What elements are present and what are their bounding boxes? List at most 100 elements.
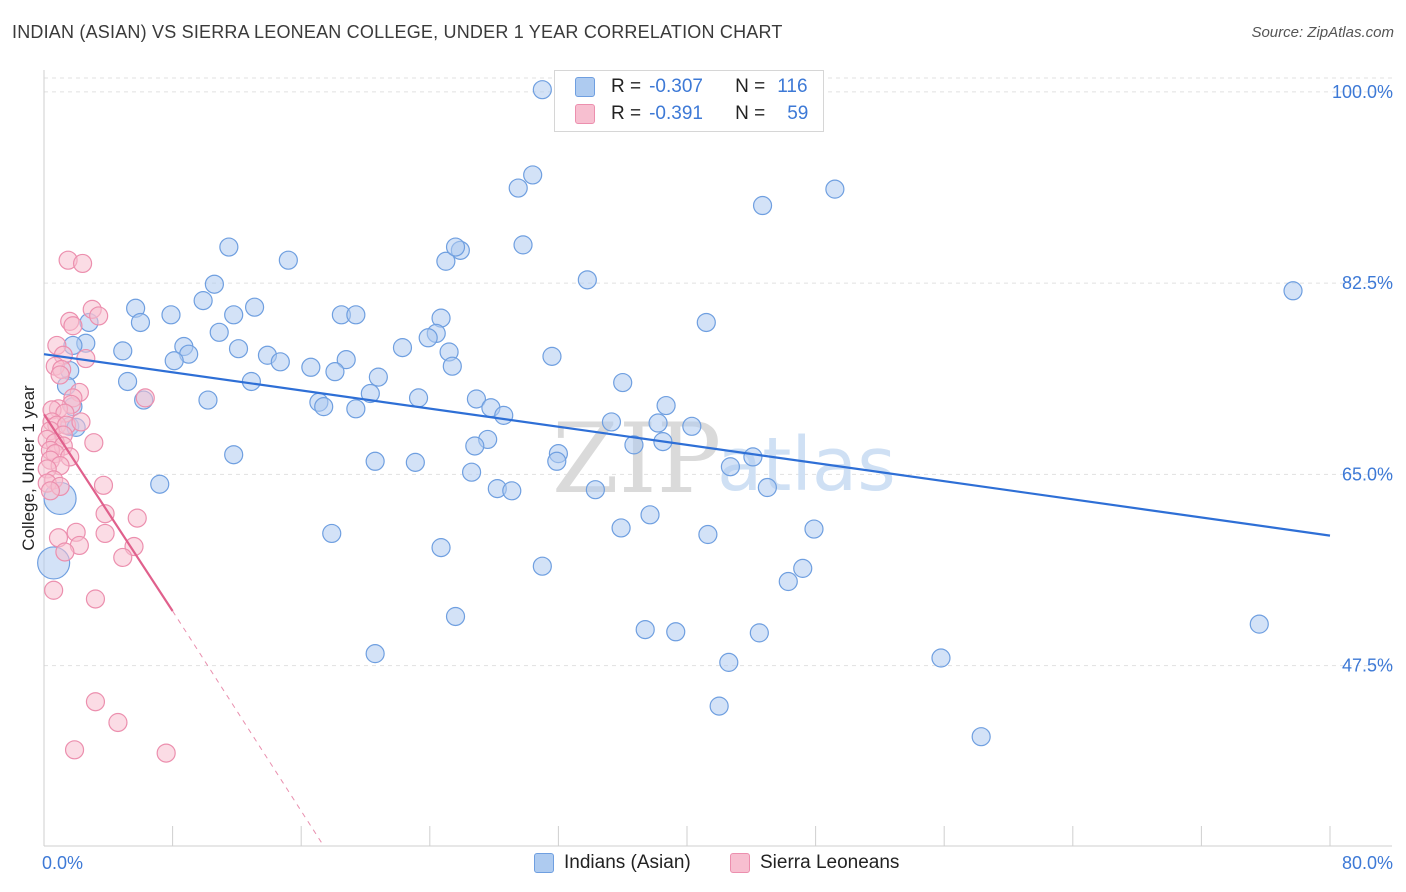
legend-r-value: -0.307	[649, 76, 703, 97]
data-point	[365, 451, 385, 471]
data-point	[743, 447, 763, 467]
source-label: Source: ZipAtlas.com	[1251, 24, 1394, 41]
data-point	[89, 306, 109, 326]
y-tick-label: 100.0%	[1332, 82, 1393, 102]
data-point	[71, 412, 91, 432]
data-point	[85, 692, 106, 712]
data-point	[161, 305, 181, 325]
legend-row-indians: R = -0.307 N = 116	[575, 74, 808, 100]
data-point	[466, 389, 487, 409]
data-point	[113, 547, 133, 568]
y-axis-label: College, Under 1 year	[19, 385, 38, 551]
data-point	[793, 558, 813, 578]
legend-n-label: N =	[735, 76, 766, 97]
watermark-atlas: atlas	[717, 422, 896, 508]
trend-lines	[43, 353, 1331, 847]
data-point	[666, 622, 686, 642]
data-point	[244, 297, 265, 317]
data-point	[577, 270, 597, 290]
data-point	[224, 305, 244, 325]
data-point	[301, 357, 321, 377]
data-point	[224, 445, 244, 465]
data-point	[656, 395, 676, 416]
data-point	[640, 505, 660, 525]
data-point	[931, 648, 951, 668]
data-point	[696, 312, 716, 333]
data-point	[156, 743, 176, 763]
data-point	[682, 416, 702, 436]
data-point	[150, 474, 170, 494]
data-point	[494, 405, 514, 425]
data-point	[508, 178, 528, 198]
data-point	[346, 305, 366, 325]
data-point	[547, 451, 567, 471]
data-point	[63, 316, 83, 336]
bottom-legend-sierra: Sierra Leoneans	[730, 852, 899, 874]
data-point	[84, 433, 104, 453]
data-point	[209, 322, 229, 342]
data-point	[635, 619, 655, 640]
data-point	[113, 341, 133, 361]
data-point	[50, 365, 70, 385]
data-point	[611, 518, 631, 538]
data-point	[365, 644, 385, 664]
legend-r-value: -0.391	[649, 103, 703, 124]
data-point	[709, 696, 729, 716]
data-point	[198, 390, 218, 410]
data-point	[825, 179, 845, 199]
legend-r-label: R =	[611, 103, 642, 124]
data-point	[720, 457, 741, 477]
legend-swatch-pink	[575, 104, 595, 124]
data-point	[346, 399, 366, 419]
data-point	[698, 524, 718, 545]
data-point	[44, 580, 64, 600]
data-point	[465, 436, 485, 456]
data-point	[585, 480, 605, 500]
legend-n-value: 59	[787, 103, 809, 124]
data-point	[752, 195, 773, 216]
data-point	[108, 712, 128, 733]
data-point	[193, 291, 213, 311]
y-tick-label: 47.5%	[1342, 656, 1393, 676]
bottom-legend-indians: Indians (Asian)	[534, 852, 691, 874]
legend-r-label: R =	[611, 76, 642, 97]
data-point	[270, 352, 290, 372]
bottom-legend-label-blue: Indians (Asian)	[564, 852, 691, 873]
data-point	[719, 652, 739, 672]
legend-row-sierra: R = -0.391 N = 59	[575, 101, 808, 127]
data-point	[804, 519, 824, 539]
chart-title: INDIAN (ASIAN) VS SIERRA LEONEAN COLLEGE…	[12, 22, 783, 42]
legend-box: R = -0.307 N = 116 R = -0.391 N = 59	[554, 70, 824, 132]
trend-line-sierra-extension	[172, 610, 325, 847]
data-point	[336, 350, 356, 370]
data-point	[368, 367, 388, 387]
data-point	[1249, 614, 1269, 634]
data-point	[601, 412, 622, 432]
data-point	[117, 371, 138, 392]
y-tick-label: 82.5%	[1342, 273, 1393, 293]
series-sierra-leoneans	[37, 250, 176, 763]
data-point	[757, 477, 777, 498]
data-point	[532, 80, 552, 100]
trend-line-indians	[43, 353, 1331, 537]
bottom-legend-swatch-pink	[730, 853, 750, 873]
data-point	[1283, 281, 1303, 301]
data-point	[502, 481, 522, 501]
watermark: ZIP atlas	[552, 403, 896, 515]
data-point	[95, 504, 115, 524]
data-point	[405, 452, 425, 472]
data-point	[613, 372, 633, 393]
series-indians-asian	[37, 80, 1303, 747]
tick-labels: 47.5% 65.0% 82.5% 100.0% 0.0% 80.0%	[42, 82, 1393, 873]
bottom-legend-swatch-blue	[534, 853, 554, 873]
trend-line-sierra	[43, 413, 174, 612]
data-point	[648, 413, 668, 433]
grid-lines	[44, 77, 1392, 667]
data-point	[164, 351, 184, 371]
data-point	[314, 397, 334, 417]
data-point	[513, 235, 533, 255]
legend-n-label: N =	[735, 103, 766, 124]
data-point	[130, 312, 151, 333]
data-point	[436, 251, 456, 271]
data-point	[445, 606, 466, 627]
